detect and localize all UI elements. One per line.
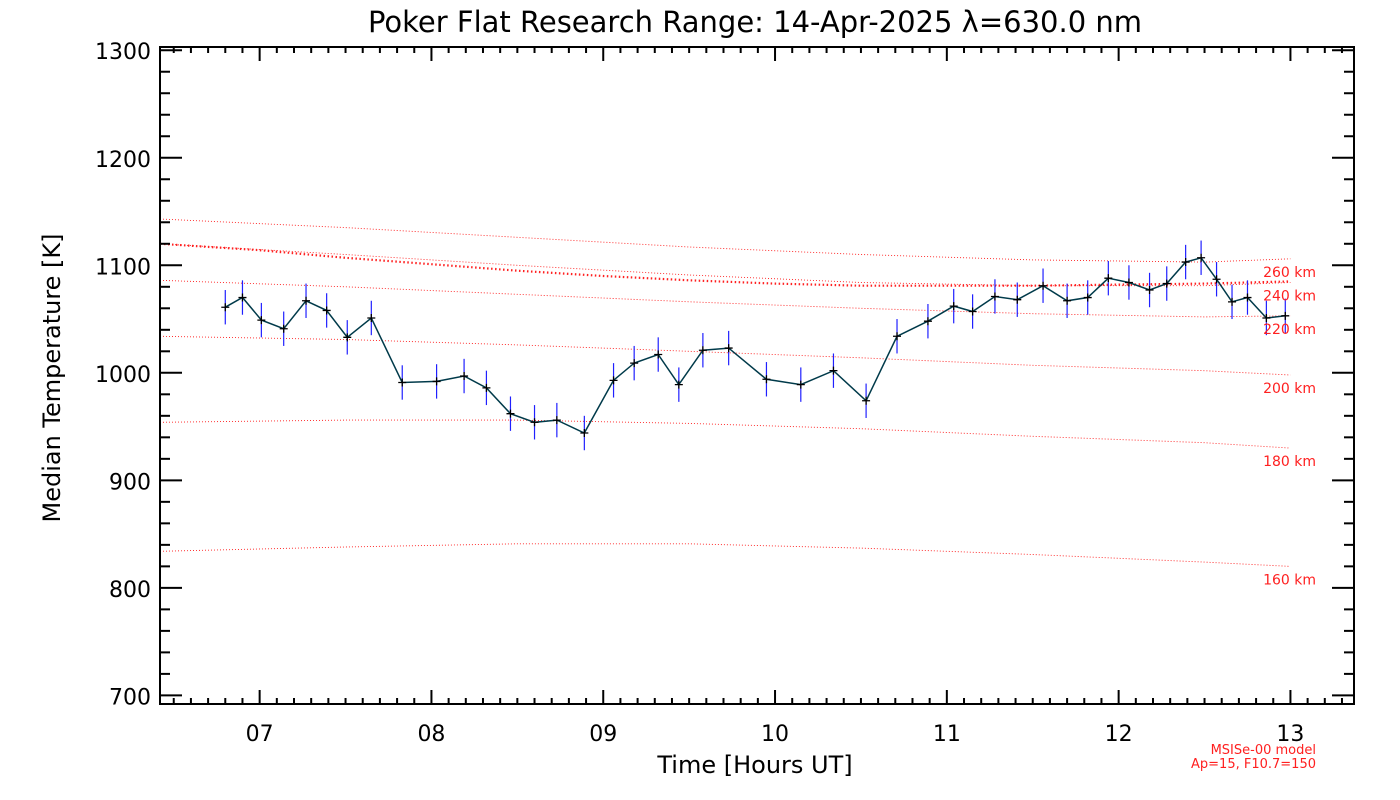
altitude-curve-240km <box>159 243 1291 287</box>
data-point <box>302 296 311 305</box>
altitude-label-220km: 220 km <box>1263 322 1316 338</box>
x-tick-label: 07 <box>246 722 274 747</box>
y-tick-label: 1000 <box>95 363 151 388</box>
data-point <box>1013 295 1022 304</box>
data-point <box>674 380 683 389</box>
data-point <box>724 344 733 353</box>
altitude-labels-layer: 160 km 180 km 200 km 220 km 240 km 260 km <box>1263 265 1316 589</box>
y-axis-title: Median Temperature [K] <box>38 233 66 522</box>
x-tick-label: 09 <box>589 722 617 747</box>
data-point <box>530 418 539 427</box>
data-point <box>893 332 902 341</box>
data-point <box>1212 275 1221 284</box>
data-point <box>1124 278 1133 287</box>
altitude-label-180km: 180 km <box>1263 454 1316 470</box>
data-point <box>367 313 376 322</box>
data-point <box>1181 258 1190 267</box>
data-point <box>1228 297 1237 306</box>
data-point <box>460 372 469 381</box>
data-point <box>1104 274 1113 283</box>
data-point <box>482 383 491 392</box>
model-curve-layer <box>159 242 1291 287</box>
data-point <box>506 409 515 418</box>
altitude-curves-layer <box>159 218 1291 567</box>
data-point <box>398 378 407 387</box>
y-tick-label: 1100 <box>95 255 151 280</box>
data-point <box>221 303 230 312</box>
data-point <box>1281 311 1290 320</box>
data-point <box>257 316 266 325</box>
data-point <box>923 317 932 326</box>
data-point <box>990 292 999 301</box>
x-tick-label: 13 <box>1276 722 1304 747</box>
model-curve <box>159 242 1291 287</box>
data-point <box>1197 253 1206 262</box>
axes-layer <box>159 46 1355 705</box>
x-tick-label: 11 <box>933 722 961 747</box>
y-tick-label: 700 <box>109 685 151 710</box>
data-point <box>1063 296 1072 305</box>
y-tick-label: 800 <box>109 578 151 603</box>
y-tick-label: 1300 <box>95 40 151 65</box>
data-point <box>552 416 561 425</box>
data-point <box>609 376 618 385</box>
data-point <box>698 346 707 355</box>
tick-labels-layer: 07 08 09 10 11 12 13 700 800 900 1000 1100 1200 1300 <box>95 40 1304 747</box>
data-point <box>1162 279 1171 288</box>
data-point <box>654 350 663 359</box>
altitude-label-200km: 200 km <box>1263 381 1316 397</box>
model-note-line-1: MSISe-00 model <box>1211 743 1316 758</box>
data-point <box>1243 293 1252 302</box>
data-point <box>1262 313 1271 322</box>
altitude-label-260km: 260 km <box>1263 265 1316 281</box>
data-point <box>968 307 977 316</box>
data-point <box>762 375 771 384</box>
plot-frame <box>159 46 1355 705</box>
x-tick-label: 10 <box>761 722 789 747</box>
data-point <box>279 324 288 333</box>
data-point <box>1083 293 1092 302</box>
data-point <box>1039 281 1048 290</box>
altitude-label-240km: 240 km <box>1263 288 1316 304</box>
data-point <box>238 293 247 302</box>
x-tick-label: 08 <box>417 722 445 747</box>
altitude-curve-220km <box>159 279 1291 318</box>
x-axis-title: Time [Hours UT] <box>656 751 852 779</box>
altitude-curve-180km <box>159 419 1291 449</box>
series-line <box>224 256 1286 434</box>
data-point <box>432 377 441 386</box>
series-layer <box>221 253 1290 438</box>
altitude-curve-200km <box>159 335 1291 376</box>
data-point <box>796 380 805 389</box>
data-point <box>862 396 871 405</box>
data-point <box>630 359 639 368</box>
data-point <box>829 366 838 375</box>
y-tick-label: 1200 <box>95 148 151 173</box>
data-point <box>1145 286 1154 295</box>
chart-title: Poker Flat Research Range: 14-Apr-2025 λ… <box>368 5 1142 39</box>
data-point <box>949 302 958 311</box>
data-point <box>580 429 589 438</box>
data-point <box>343 333 352 342</box>
data-point <box>322 306 331 315</box>
altitude-curve-160km <box>159 543 1291 567</box>
altitude-curve-260km <box>159 218 1291 263</box>
altitude-label-160km: 160 km <box>1263 572 1316 588</box>
y-tick-label: 900 <box>109 470 151 495</box>
model-note-line-2: Ap=15, F10.7=150 <box>1191 757 1316 772</box>
x-tick-label: 12 <box>1105 722 1133 747</box>
